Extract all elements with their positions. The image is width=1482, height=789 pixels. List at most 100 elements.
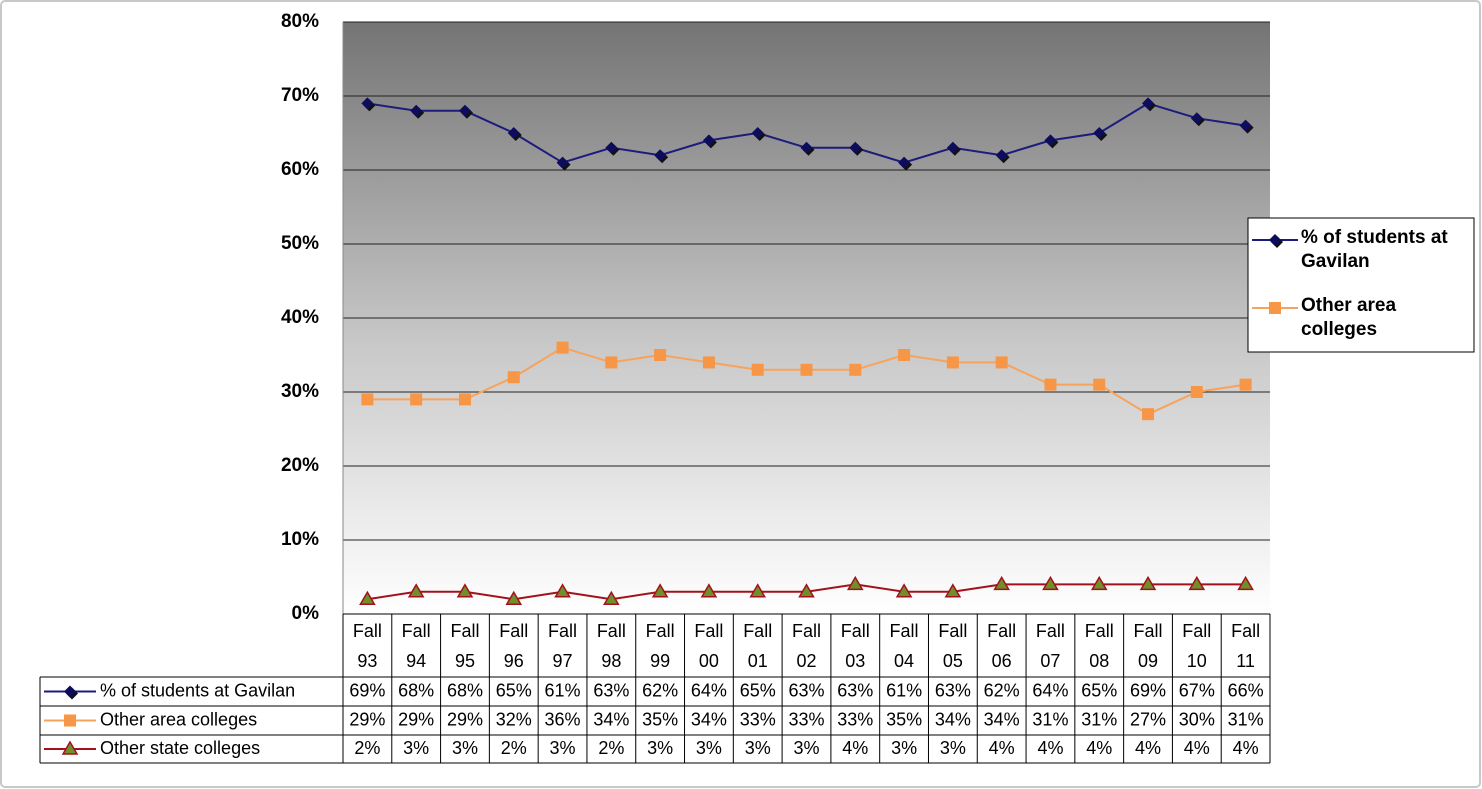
x-tick-label: Fall 98 [596,621,626,671]
marker [702,356,715,369]
data-label: 61% [886,680,922,700]
x-tick-label-box: Fall 01 [743,621,773,671]
marker [1269,234,1281,246]
data-label: 62% [984,680,1020,700]
marker [1190,386,1203,398]
data-label: 2% [354,738,380,758]
marker [654,349,667,361]
marker [993,575,1010,591]
x-tick-label-box: Fall 95 [450,621,480,671]
data-label: 36% [545,709,581,729]
data-label: 68% [447,680,483,700]
row-header: Other area colleges [100,709,257,729]
marker [359,590,376,605]
marker [64,685,76,698]
marker [1042,575,1059,591]
data-label: 3% [891,738,917,758]
y-tick-label: 50% [281,233,319,254]
x-tick-label: Fall 01 [743,621,773,671]
x-tick-label: Fall 93 [352,621,382,671]
x-tick-label: Fall 11 [1231,621,1261,671]
marker [505,590,523,605]
marker [458,104,471,117]
x-tick-label-box: Fall 03 [841,621,870,671]
data-label: 63% [837,680,873,700]
marker [995,149,1008,162]
marker [407,583,425,598]
x-tick-label: Fall 95 [450,621,480,671]
data-label: 34% [984,709,1020,729]
data-label: 65% [740,680,776,700]
marker [946,141,959,154]
y-tick-label: 60% [281,159,319,180]
x-tick-label-box: Fall 06 [987,621,1016,671]
row-header: % of students at Gavilan [100,680,295,700]
data-label: 4% [1086,738,1112,758]
marker [1139,575,1157,591]
x-tick-label: Fall 96 [499,621,529,671]
x-tick-label: Fall 97 [548,621,578,671]
marker [654,149,667,162]
x-tick-label-box: Fall 96 [499,621,529,671]
marker [849,141,862,154]
data-label: 3% [452,738,478,758]
data-label: 35% [886,709,922,729]
data-label: 29% [398,709,434,729]
marker [603,590,620,605]
data-label: 33% [788,709,824,729]
data-label: 3% [745,738,771,758]
marker [895,583,913,598]
marker [849,363,862,376]
x-tick-label: Fall 00 [694,621,724,671]
marker [554,583,571,598]
x-tick-label-box: Fall 11 [1231,621,1261,671]
data-label: 4% [842,738,868,758]
marker [1142,97,1155,110]
marker [1269,302,1281,314]
data-label: 27% [1130,709,1166,729]
data-label: 32% [496,709,532,729]
data-label: 33% [740,709,776,729]
data-label: 3% [403,738,429,758]
data-label: 67% [1179,680,1215,700]
data-label: 4% [989,738,1015,758]
marker [556,341,569,354]
marker [1093,378,1106,391]
marker [944,583,962,598]
marker [458,393,471,406]
marker [61,740,79,755]
data-label: 29% [447,709,483,729]
x-tick-label-box: Fall 05 [938,621,967,671]
marker [410,393,423,406]
x-tick-label: Fall 09 [1133,621,1163,671]
data-label: 3% [793,738,819,758]
data-label: 33% [837,709,873,729]
x-tick-label-box: Fall 99 [646,621,675,671]
data-label: 3% [647,738,673,758]
marker [1190,112,1203,125]
legend-label: % of students at Gavilan [1301,227,1448,272]
y-tick-label: 10% [281,529,319,550]
marker [846,575,864,591]
marker [898,156,911,169]
marker [507,371,520,384]
marker [651,583,669,598]
y-tick-label: 30% [281,381,319,402]
x-tick-label-box: Fall 08 [1085,621,1114,671]
data-label: 62% [642,680,678,700]
data-label: 2% [598,738,624,758]
x-tick-label: Fall 07 [1035,621,1065,671]
data-label: 34% [593,709,629,729]
marker [1239,119,1252,132]
data-label: 68% [398,680,434,700]
marker [1093,127,1106,139]
x-tick-label-box: Fall 97 [548,621,578,671]
x-tick-label: Fall 04 [889,621,919,671]
x-tick-label-box: Fall 04 [889,621,919,671]
data-label: 64% [1032,680,1068,700]
data-label: 34% [935,709,971,729]
marker [605,141,618,154]
x-tick-label: Fall 02 [791,621,821,671]
marker [1090,575,1108,591]
